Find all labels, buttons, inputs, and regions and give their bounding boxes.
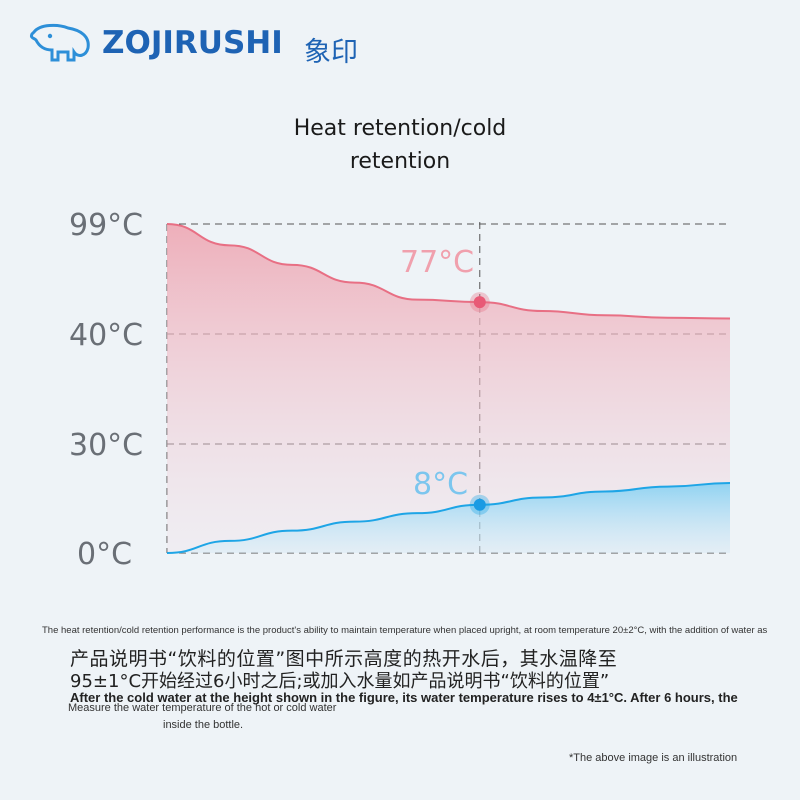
hot-series-line — [166, 223, 731, 320]
disclaimer: *The above image is an illustration — [569, 752, 738, 764]
cold-marker-label: 8°C — [413, 467, 468, 502]
note-line-2: 产品说明书“饮料的位置”图中所示高度的热开水后，其水温降至 — [70, 648, 618, 670]
cold-marker — [473, 498, 486, 511]
cold-area — [167, 483, 730, 553]
brand-logo: ZOJIRUSHI — [28, 22, 283, 64]
y-tick-label: 99°C — [69, 208, 143, 243]
chart-title: Heat retention/cold retention — [200, 112, 600, 178]
y-tick-label: 0°C — [77, 537, 132, 572]
title-line-1: Heat retention/cold — [293, 116, 507, 141]
brand-name-cn: 象印 — [304, 37, 358, 68]
note-line-5: Measure the water temperature of the hot… — [68, 702, 337, 714]
brand-name: ZOJIRUSHI — [102, 25, 283, 61]
y-tick-label: 40°C — [69, 318, 143, 353]
retention-chart: 99°C 40°C 30°C 0°C 77°C 8°C — [69, 208, 731, 572]
cold-series-line — [166, 482, 731, 554]
note-line-6: inside the bottle. — [163, 719, 244, 731]
note-line-4: After the cold water at the height shown… — [70, 690, 738, 705]
elephant-icon — [30, 23, 90, 62]
note-line-3: 95±1°C开始经过6小时之后;或加入水量如产品说明书“饮料的位置” — [70, 671, 610, 692]
title-line-2: retention — [349, 149, 451, 174]
note-line-1: The heat retention/cold retention perfor… — [42, 625, 768, 636]
y-tick-label: 30°C — [69, 428, 143, 463]
hot-area — [167, 224, 730, 553]
hot-marker — [473, 296, 486, 309]
hot-marker-label: 77°C — [400, 245, 474, 280]
